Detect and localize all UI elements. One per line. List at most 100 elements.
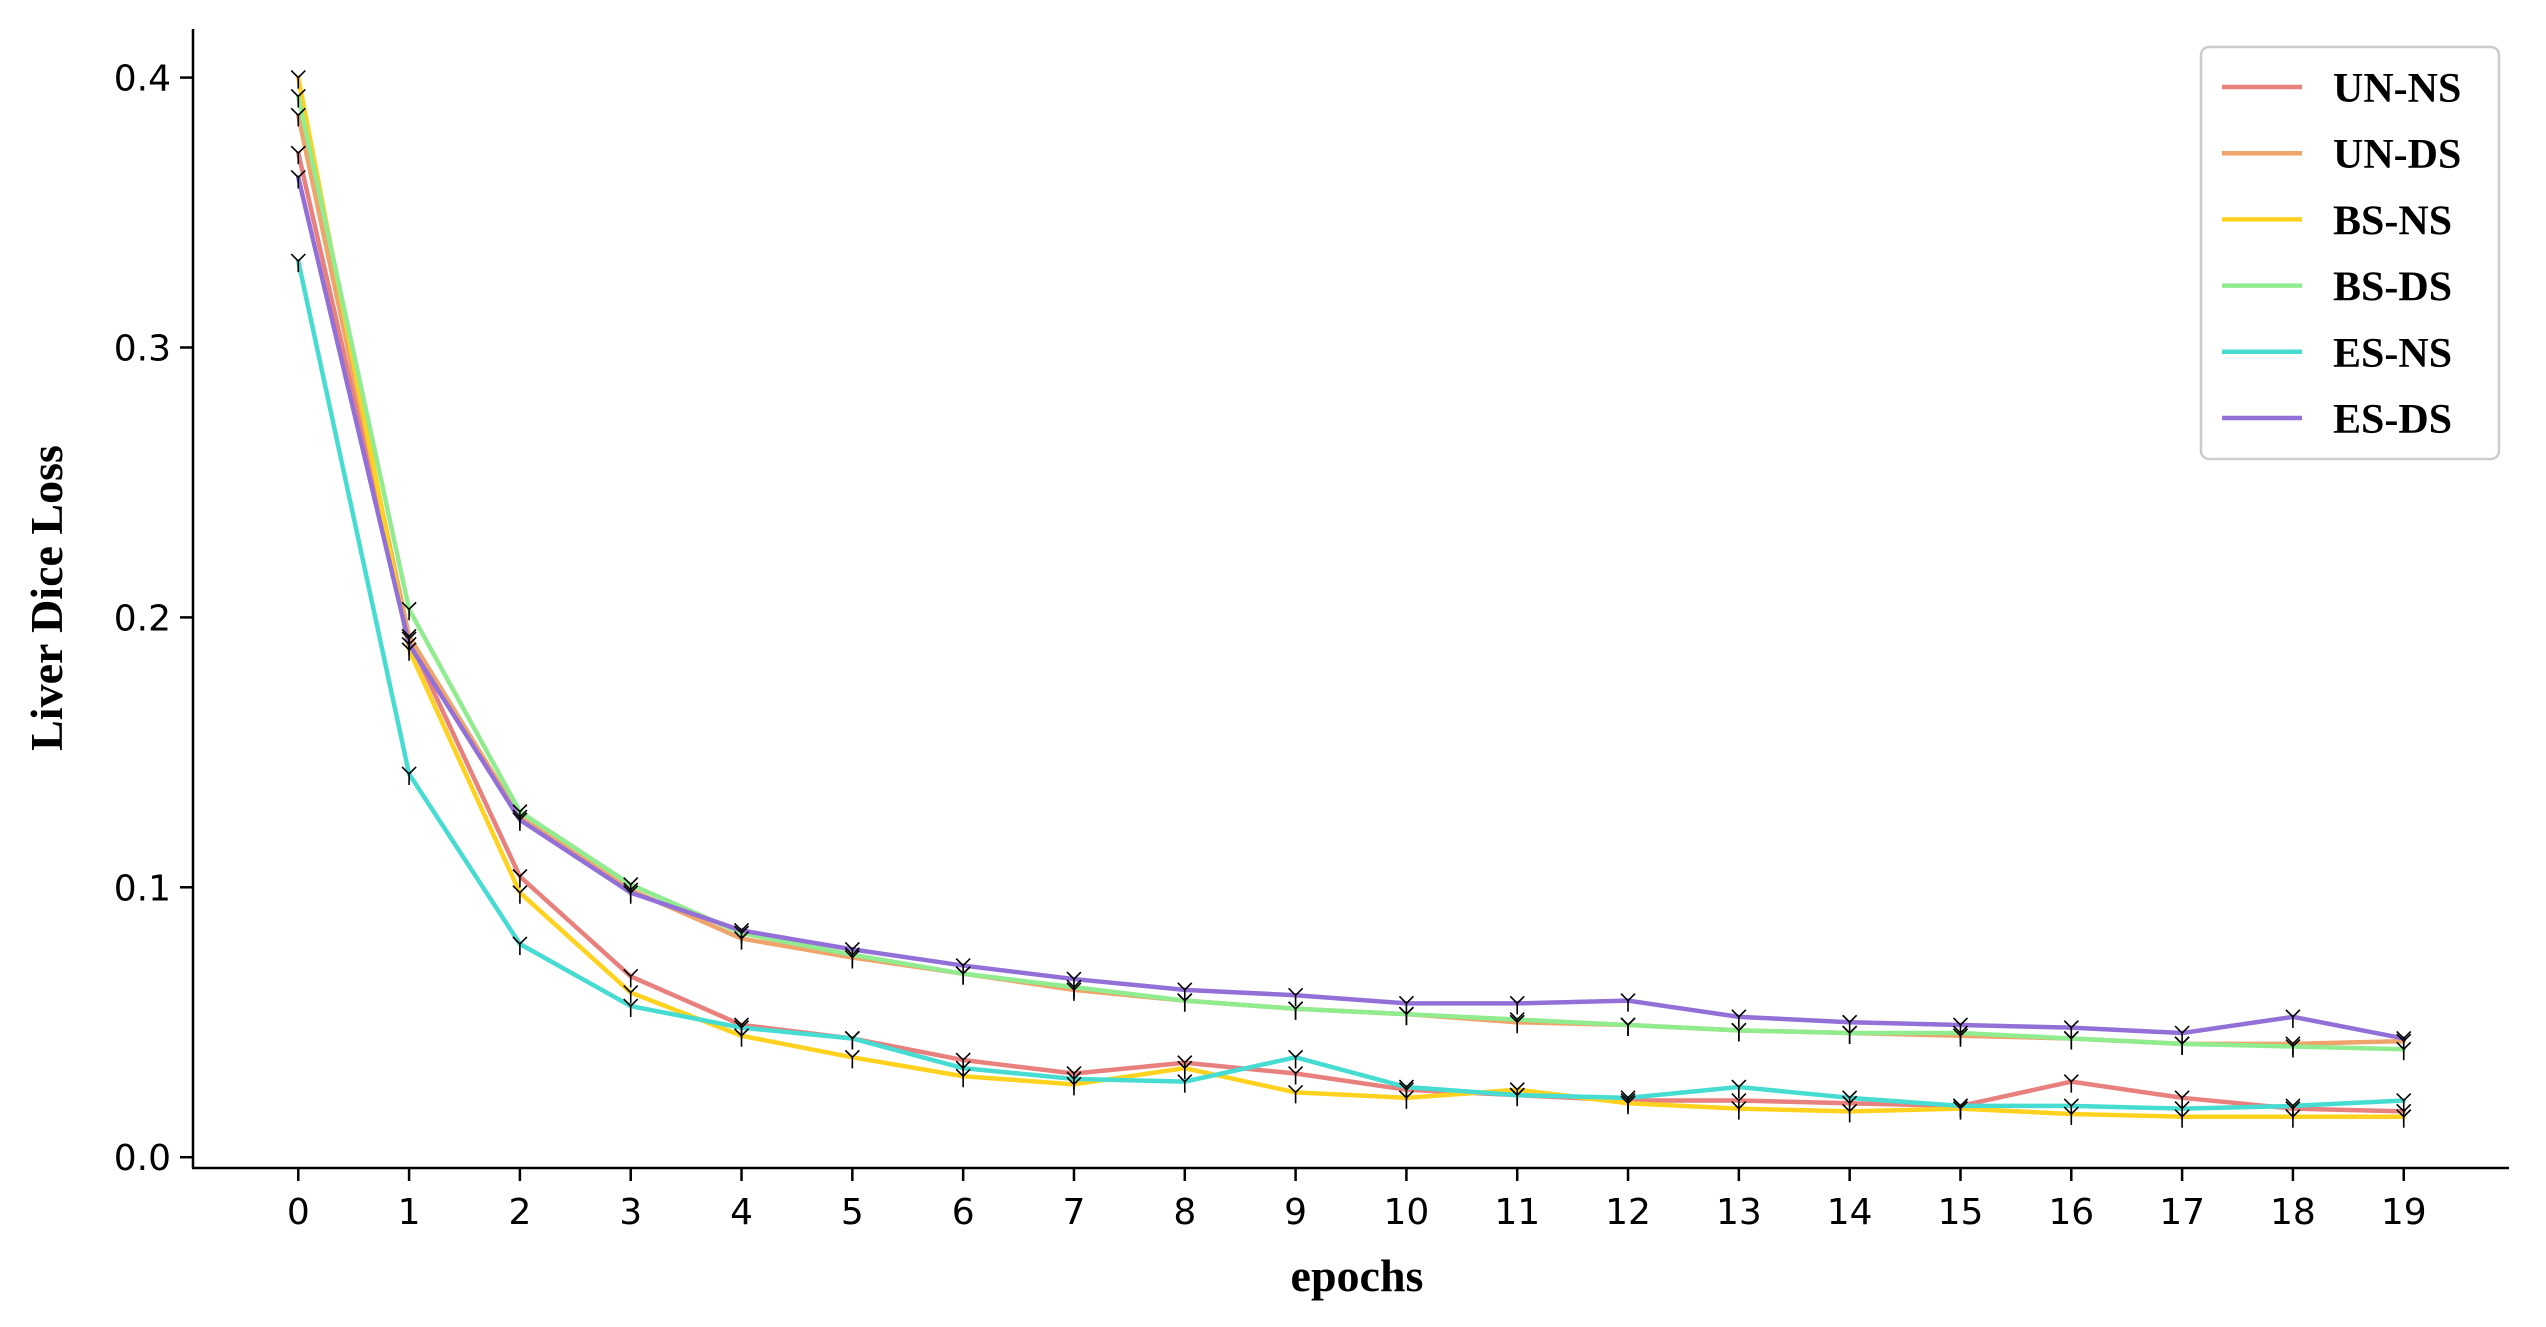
series-line-bs-ns: [296, 75, 2406, 1119]
data-point-bs-ds: [1731, 1022, 1747, 1042]
data-point-bs-ns: [2396, 1109, 2412, 1128]
x-tick-label: 9: [1284, 1192, 1307, 1233]
series-layer: [296, 75, 2406, 1119]
series-line-es-ns: [296, 258, 2406, 1111]
x-tick-label: 13: [1716, 1192, 1762, 1233]
data-point-es-ds: [733, 922, 750, 942]
series-line-un-ds: [296, 113, 2406, 1047]
legend-label: BS-NS: [2333, 198, 2452, 244]
marker-layer: [290, 70, 2412, 1128]
data-point-bs-ds: [1620, 1017, 1636, 1036]
x-tick-label: 10: [1384, 1192, 1430, 1233]
x-ticks: 0 1 2 3 4 5 6 7 8 9 10 11 12 13 14 15 16 17 18 19: [287, 1168, 2427, 1233]
x-tick-label: 5: [841, 1192, 864, 1233]
data-point-es-ds: [2063, 1020, 2079, 1039]
x-tick-label: 1: [398, 1192, 421, 1233]
data-point-un-ns: [2063, 1074, 2079, 1093]
data-point-es-ds: [844, 941, 860, 961]
y-tick-label: 0.4: [114, 59, 171, 100]
y-tick-label: 0.1: [114, 868, 171, 909]
series-line-es-ds: [296, 175, 2406, 1041]
x-tick-label: 16: [2048, 1192, 2094, 1233]
x-tick-label: 3: [619, 1192, 642, 1233]
legend-label: ES-NS: [2333, 331, 2452, 377]
data-point-es-ns: [1288, 1049, 1304, 1069]
data-point-es-ds: [512, 812, 528, 831]
data-point-bs-ds: [290, 88, 306, 108]
data-point-es-ns: [512, 936, 528, 955]
data-point-un-ns: [512, 868, 528, 888]
legend-label: ES-DS: [2333, 397, 2452, 443]
data-point-bs-ns: [1842, 1103, 1858, 1123]
x-tick-label: 7: [1063, 1192, 1086, 1233]
data-point-es-ns: [623, 998, 639, 1018]
data-point-es-ds: [623, 885, 639, 904]
data-point-bs-ds: [1509, 1011, 1525, 1031]
legend-frame: [2199, 45, 2501, 461]
x-tick-label: 14: [1827, 1192, 1873, 1233]
data-point-es-ds: [2285, 1009, 2301, 1028]
x-tick-label: 0: [287, 1192, 310, 1233]
data-point-bs-ns: [1731, 1101, 1747, 1120]
data-point-es-ns: [1620, 1090, 1636, 1109]
data-point-bs-ds: [401, 601, 417, 621]
data-point-es-ds: [1952, 1017, 1969, 1036]
data-point-es-ns: [401, 766, 417, 785]
data-point-es-ns: [290, 253, 306, 273]
x-tick-label: 15: [1938, 1192, 1984, 1233]
data-point-es-ns: [1398, 1079, 1414, 1099]
data-point-es-ns: [844, 1030, 860, 1050]
x-tick-label: 17: [2159, 1192, 2205, 1233]
series-line-un-ns: [296, 150, 2406, 1114]
data-point-bs-ns: [623, 984, 639, 1004]
y-tick-label: 0.3: [114, 328, 171, 369]
data-point-es-ds: [955, 958, 971, 977]
y-tick-label: 0.2: [114, 598, 171, 639]
data-point-es-ns: [2285, 1098, 2301, 1117]
data-point-un-ds: [290, 107, 306, 127]
data-point-es-ds: [1066, 971, 1082, 991]
legend-label: UN-NS: [2333, 66, 2461, 112]
legend-items: UN-NS UN-DS BS-NS BS-DS ES-NS ES-DS: [2222, 66, 2461, 443]
data-point-un-ns: [1288, 1065, 1304, 1085]
data-point-bs-ns: [1288, 1084, 1304, 1104]
data-point-bs-ds: [2285, 1038, 2301, 1058]
data-point-es-ns: [733, 1020, 750, 1039]
legend-label: BS-DS: [2333, 265, 2452, 311]
data-point-es-ns: [955, 1060, 971, 1080]
x-tick-label: 2: [508, 1192, 531, 1233]
data-point-bs-ns: [512, 885, 528, 904]
data-point-es-ns: [1731, 1079, 1747, 1099]
data-point-es-ds: [1177, 982, 1193, 1001]
data-point-es-ds: [290, 169, 306, 189]
data-point-es-ns: [2396, 1092, 2412, 1112]
data-point-es-ds: [1842, 1014, 1858, 1034]
x-axis-label: epochs: [1291, 1250, 1424, 1301]
data-point-bs-ns: [844, 1049, 860, 1069]
x-tick-label: 19: [2381, 1192, 2427, 1233]
x-tick-label: 18: [2270, 1192, 2316, 1233]
y-tick-label: 0.0: [114, 1138, 171, 1179]
x-tick-label: 6: [952, 1192, 975, 1233]
data-point-es-ds: [1509, 995, 1525, 1015]
data-point-es-ns: [1509, 1087, 1525, 1107]
legend: UN-NS UN-DS BS-NS BS-DS ES-NS ES-DS: [2199, 45, 2501, 461]
data-point-es-ns: [1066, 1071, 1082, 1090]
data-point-un-ns: [2174, 1090, 2190, 1109]
data-point-es-ds: [401, 636, 417, 656]
x-tick-label: 11: [1494, 1192, 1540, 1233]
data-point-es-ds: [1288, 987, 1304, 1007]
data-point-un-ns: [623, 968, 639, 988]
data-point-es-ns: [2063, 1098, 2079, 1117]
x-tick-label: 8: [1173, 1192, 1196, 1233]
y-axis-label: Liver Dice Loss: [21, 445, 72, 751]
data-point-es-ns: [1952, 1098, 1969, 1117]
x-tick-label: 4: [730, 1192, 753, 1233]
data-point-bs-ns: [290, 70, 306, 89]
data-point-es-ds: [2396, 1030, 2412, 1050]
data-point-es-ns: [1177, 1074, 1193, 1093]
data-point-es-ds: [1731, 1009, 1747, 1028]
series-line-bs-ds: [296, 94, 2406, 1052]
data-point-bs-ns: [1177, 1060, 1193, 1080]
